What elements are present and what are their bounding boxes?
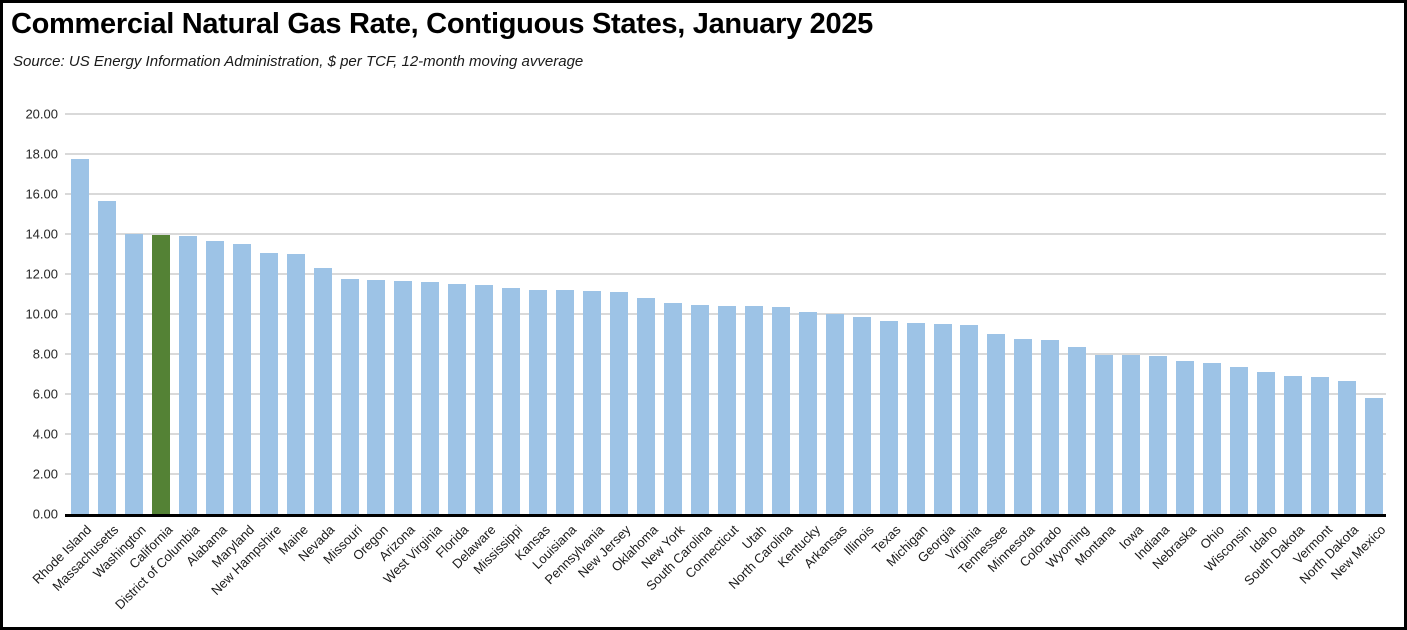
bar-delaware bbox=[475, 285, 494, 514]
bar-arkansas bbox=[825, 314, 844, 514]
bar-colorado bbox=[1041, 340, 1060, 514]
bar-kansas bbox=[529, 290, 548, 514]
bar-maryland bbox=[232, 244, 251, 514]
bar-nebraska bbox=[1176, 361, 1195, 514]
y-tick-label: 8.00 bbox=[32, 346, 58, 362]
y-tick-label: 4.00 bbox=[32, 426, 58, 442]
bar-washington bbox=[124, 234, 143, 514]
bar-kentucky bbox=[798, 312, 817, 514]
bar-utah bbox=[744, 306, 763, 514]
bar-rhode-island bbox=[71, 159, 89, 514]
bar-vermont bbox=[1310, 377, 1329, 514]
bar-nevada bbox=[313, 268, 332, 514]
gridline bbox=[65, 193, 1386, 195]
bar-maine bbox=[286, 254, 305, 514]
bar-indiana bbox=[1149, 356, 1168, 514]
gridline bbox=[65, 153, 1386, 155]
bar-ohio bbox=[1203, 363, 1222, 514]
y-tick-label: 2.00 bbox=[32, 466, 58, 482]
bar-california bbox=[151, 235, 170, 514]
bar-texas bbox=[879, 321, 898, 514]
bar-minnesota bbox=[1014, 339, 1033, 514]
bar-new-hampshire bbox=[259, 253, 278, 514]
plot-area bbox=[65, 113, 1386, 517]
y-tick-label: 14.00 bbox=[25, 226, 58, 242]
y-tick-label: 12.00 bbox=[25, 266, 58, 282]
bar-pennsylvania bbox=[583, 291, 602, 514]
bar-florida bbox=[448, 284, 467, 514]
bar-mississippi bbox=[502, 288, 521, 514]
bar-oklahoma bbox=[637, 298, 656, 514]
chart-source-subtitle: Source: US Energy Information Administra… bbox=[13, 53, 584, 70]
bar-new-jersey bbox=[610, 292, 629, 514]
y-tick-label: 10.00 bbox=[25, 306, 58, 322]
y-tick-label: 18.00 bbox=[25, 146, 58, 162]
gridline bbox=[65, 113, 1386, 115]
bar-oregon bbox=[367, 280, 386, 514]
bar-michigan bbox=[906, 323, 925, 514]
gridline bbox=[65, 233, 1386, 235]
bar-idaho bbox=[1256, 372, 1275, 514]
gridline bbox=[65, 273, 1386, 275]
bar-illinois bbox=[852, 317, 871, 514]
bar-connecticut bbox=[717, 306, 736, 514]
bar-georgia bbox=[933, 324, 952, 514]
bar-montana bbox=[1095, 355, 1114, 514]
bar-wyoming bbox=[1068, 347, 1087, 514]
y-axis: 0.00 2.00 4.00 6.00 8.00 10.00 12.00 14.00 16.00… bbox=[3, 107, 58, 522]
bar-massachusetts bbox=[97, 201, 116, 514]
bar-new-york bbox=[663, 303, 682, 514]
bar-arizona bbox=[394, 281, 413, 514]
bar-series bbox=[65, 114, 1386, 514]
x-axis-labels: Rhode Island Massachusetts Washington Calif… bbox=[30, 518, 1389, 627]
y-tick-label: 0.00 bbox=[32, 506, 58, 522]
y-tick-label: 16.00 bbox=[25, 186, 58, 202]
bar-alabama bbox=[205, 241, 224, 514]
chart-title: Commercial Natural Gas Rate, Contiguous … bbox=[11, 8, 873, 40]
bar-north-dakota bbox=[1337, 381, 1356, 514]
bar-west-virginia bbox=[421, 282, 440, 514]
bar-new-mexico bbox=[1364, 398, 1383, 514]
bar-missouri bbox=[340, 279, 359, 514]
bar-virginia bbox=[960, 325, 979, 514]
bar-louisiana bbox=[556, 290, 575, 514]
bar-south-dakota bbox=[1283, 376, 1302, 514]
bar-north-carolina bbox=[771, 307, 790, 514]
y-tick-label: 20.00 bbox=[25, 106, 58, 122]
bar-wisconsin bbox=[1229, 367, 1248, 514]
bar-iowa bbox=[1122, 355, 1141, 514]
bar-tennessee bbox=[987, 334, 1006, 514]
y-tick-label: 6.00 bbox=[32, 386, 58, 402]
x-category-label: Illinois bbox=[840, 522, 877, 559]
bar-district-of-columbia bbox=[178, 236, 197, 514]
bar-south-carolina bbox=[690, 305, 709, 514]
